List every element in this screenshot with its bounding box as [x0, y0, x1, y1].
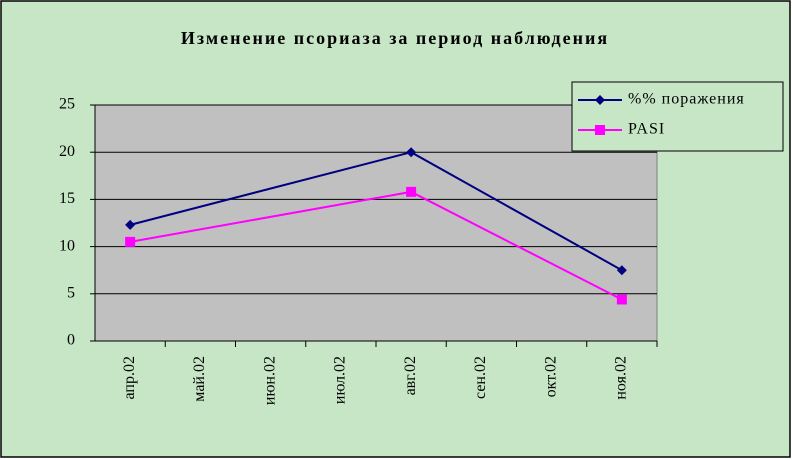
- y-tick-label: 5: [67, 284, 75, 301]
- chart-title: Изменение псориаза за период наблюдения: [181, 28, 609, 48]
- legend-label: PASI: [628, 121, 665, 138]
- legend: [571, 81, 784, 152]
- x-tick-label: сен.02: [472, 356, 489, 399]
- x-tick-label: июл.02: [332, 356, 349, 404]
- x-tick-label: ноя.02: [613, 356, 630, 400]
- point: [616, 265, 627, 276]
- x-tick-label: апр.02: [121, 356, 138, 399]
- point: [125, 236, 136, 247]
- legend-label: %% поражения: [628, 91, 745, 108]
- y-tick-label: 0: [67, 332, 75, 349]
- point: [595, 125, 605, 135]
- y-tick-label: 20: [59, 143, 75, 160]
- y-tick-label: 25: [59, 96, 75, 113]
- x-tick-label: июн.02: [261, 356, 278, 405]
- plot-area: [94, 104, 658, 342]
- x-tick-label: окт.02: [542, 356, 559, 397]
- point: [125, 219, 136, 230]
- y-tick-label: 15: [59, 190, 75, 207]
- point: [616, 294, 627, 305]
- y-tick-label: 10: [59, 237, 75, 254]
- point: [406, 147, 417, 158]
- point: [406, 186, 417, 197]
- x-tick-label: авг.02: [402, 356, 419, 395]
- x-tick-label: май.02: [191, 356, 208, 402]
- point: [595, 95, 605, 105]
